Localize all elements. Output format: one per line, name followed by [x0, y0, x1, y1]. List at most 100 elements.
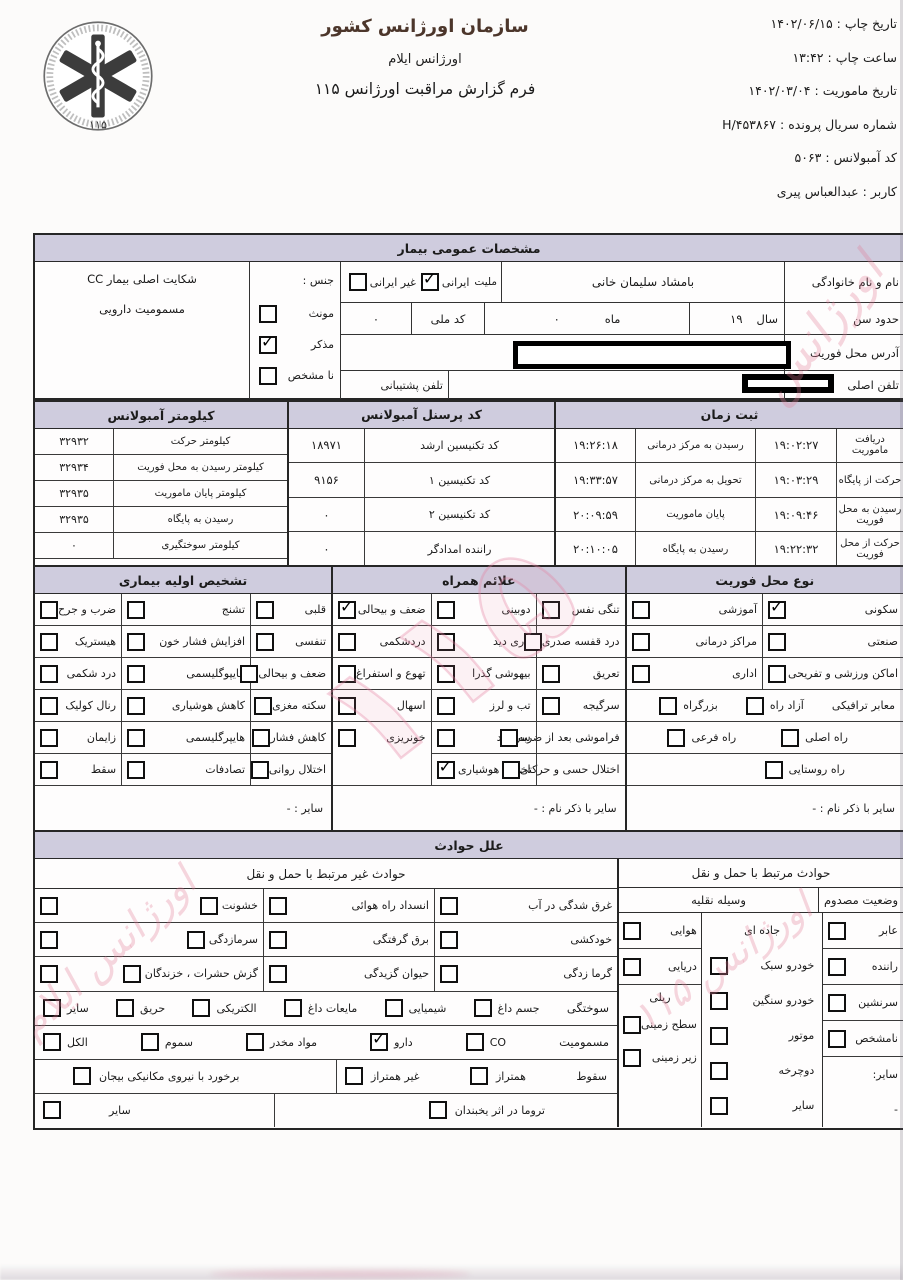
- item-checkbox[interactable]: [252, 728, 271, 747]
- alcohol-checkbox[interactable]: [43, 1033, 62, 1052]
- unknown-gender-checkbox[interactable]: [259, 366, 277, 385]
- item-checkbox[interactable]: [541, 664, 560, 683]
- office-checkbox[interactable]: [631, 664, 650, 683]
- item-checkbox[interactable]: [828, 921, 847, 940]
- item-checkbox[interactable]: [127, 632, 146, 651]
- animal-bite-checkbox[interactable]: [269, 964, 287, 983]
- item-checkbox[interactable]: [240, 664, 259, 683]
- item-checkbox[interactable]: [499, 728, 518, 747]
- violence-checkbox[interactable]: [199, 896, 218, 915]
- rural-road-checkbox[interactable]: [764, 760, 783, 779]
- phone-value-area[interactable]: [449, 371, 784, 399]
- item-checkbox[interactable]: [709, 1061, 728, 1080]
- industrial-checkbox[interactable]: [768, 632, 786, 651]
- item-checkbox[interactable]: [338, 696, 357, 715]
- chemical-checkbox[interactable]: [384, 999, 403, 1018]
- item-checkbox[interactable]: [709, 1026, 728, 1045]
- frostbite-checkbox[interactable]: [186, 930, 205, 949]
- hot-liquid-checkbox[interactable]: [283, 999, 302, 1018]
- item-checkbox[interactable]: [127, 728, 146, 747]
- freeway-checkbox[interactable]: [745, 696, 764, 715]
- narcotics-checkbox[interactable]: [245, 1033, 264, 1052]
- drowning-checkbox[interactable]: [440, 896, 458, 915]
- item-checkbox[interactable]: [623, 921, 641, 940]
- item-checkbox[interactable]: [828, 993, 847, 1012]
- item-checkbox[interactable]: [256, 600, 275, 619]
- chief-complaint-value[interactable]: مسمومیت دارویی: [99, 302, 185, 316]
- co-checkbox[interactable]: [465, 1033, 484, 1052]
- electrocution-checkbox[interactable]: [269, 930, 287, 949]
- item-checkbox[interactable]: [254, 696, 273, 715]
- item-checkbox[interactable]: [40, 728, 58, 747]
- address-value-row[interactable]: [341, 334, 784, 370]
- different-level-checkbox[interactable]: [345, 1067, 363, 1086]
- item-checkbox[interactable]: [541, 600, 560, 619]
- iranian-checkbox[interactable]: [420, 269, 439, 291]
- insect-sting-checkbox[interactable]: [122, 964, 141, 983]
- foreign-checkbox[interactable]: [348, 273, 367, 291]
- burn-other-checkbox[interactable]: [43, 999, 62, 1018]
- extra-checkbox[interactable]: [40, 896, 58, 915]
- item-checkbox[interactable]: [623, 1048, 641, 1067]
- item-checkbox[interactable]: [501, 760, 520, 779]
- highway-checkbox[interactable]: [659, 696, 678, 715]
- extra-checkbox[interactable]: [40, 964, 58, 983]
- name-value[interactable]: بامشاد سلیمان خانی: [591, 275, 695, 289]
- extra-checkbox[interactable]: [40, 930, 58, 949]
- item-checkbox[interactable]: [436, 696, 455, 715]
- item-checkbox[interactable]: [828, 1029, 847, 1048]
- item-checkbox[interactable]: [709, 956, 728, 975]
- item-checkbox[interactable]: [436, 600, 455, 619]
- medical-center-checkbox[interactable]: [631, 632, 650, 651]
- item-checkbox[interactable]: [436, 728, 455, 747]
- item-checkbox[interactable]: [127, 600, 146, 619]
- symptoms-other[interactable]: سایر با ذکر نام : -: [333, 785, 625, 830]
- toxins-checkbox[interactable]: [140, 1033, 159, 1052]
- nt-other-checkbox[interactable]: [43, 1101, 61, 1120]
- item-checkbox[interactable]: [436, 632, 455, 651]
- item-checkbox[interactable]: [40, 760, 58, 779]
- item-checkbox[interactable]: [523, 632, 542, 651]
- side-road-checkbox[interactable]: [667, 728, 686, 747]
- fire-checkbox[interactable]: [116, 999, 135, 1018]
- national-id-value[interactable]: ۰: [341, 303, 412, 334]
- medication-checkbox[interactable]: [370, 1029, 389, 1052]
- item-checkbox[interactable]: [338, 664, 357, 683]
- item-checkbox[interactable]: [250, 760, 269, 779]
- diagnosis-other[interactable]: سایر : -: [35, 785, 332, 830]
- ice-trauma-checkbox[interactable]: [428, 1101, 447, 1120]
- item-checkbox[interactable]: [127, 696, 146, 715]
- item-checkbox[interactable]: [436, 664, 455, 683]
- location-other[interactable]: سایر با ذکر نام : -: [626, 785, 903, 830]
- airway-obstruction-checkbox[interactable]: [269, 896, 287, 915]
- mechanical-force-checkbox[interactable]: [73, 1067, 91, 1086]
- item-checkbox[interactable]: [338, 597, 357, 619]
- main-road-checkbox[interactable]: [781, 728, 800, 747]
- item-checkbox[interactable]: [127, 760, 146, 779]
- item-checkbox[interactable]: [623, 1015, 641, 1034]
- item-checkbox[interactable]: [40, 664, 58, 683]
- item-checkbox[interactable]: [40, 600, 58, 619]
- residential-checkbox[interactable]: [768, 597, 786, 619]
- item-checkbox[interactable]: [40, 696, 58, 715]
- electrical-burn-checkbox[interactable]: [192, 999, 211, 1018]
- suicide-checkbox[interactable]: [440, 930, 458, 949]
- same-level-checkbox[interactable]: [470, 1067, 488, 1086]
- item-checkbox[interactable]: [623, 957, 641, 976]
- item-checkbox[interactable]: [256, 632, 275, 651]
- item-checkbox[interactable]: [127, 664, 146, 683]
- item-checkbox[interactable]: [541, 696, 560, 715]
- hot-object-checkbox[interactable]: [473, 999, 492, 1018]
- item-checkbox[interactable]: [338, 632, 357, 651]
- sports-checkbox[interactable]: [768, 664, 786, 683]
- item-checkbox[interactable]: [338, 728, 357, 747]
- item-checkbox[interactable]: [709, 1096, 728, 1115]
- female-checkbox[interactable]: [259, 304, 277, 323]
- item-checkbox[interactable]: [436, 757, 455, 779]
- item-checkbox[interactable]: [709, 991, 728, 1010]
- male-checkbox[interactable]: [259, 332, 277, 354]
- educational-checkbox[interactable]: [631, 600, 650, 619]
- item-checkbox[interactable]: [40, 632, 58, 651]
- item-checkbox[interactable]: [828, 957, 847, 976]
- heatstroke-checkbox[interactable]: [440, 964, 458, 983]
